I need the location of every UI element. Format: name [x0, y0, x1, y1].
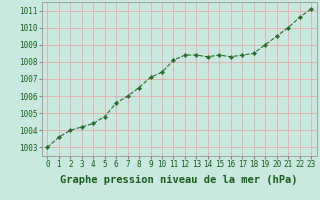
X-axis label: Graphe pression niveau de la mer (hPa): Graphe pression niveau de la mer (hPa) — [60, 175, 298, 185]
